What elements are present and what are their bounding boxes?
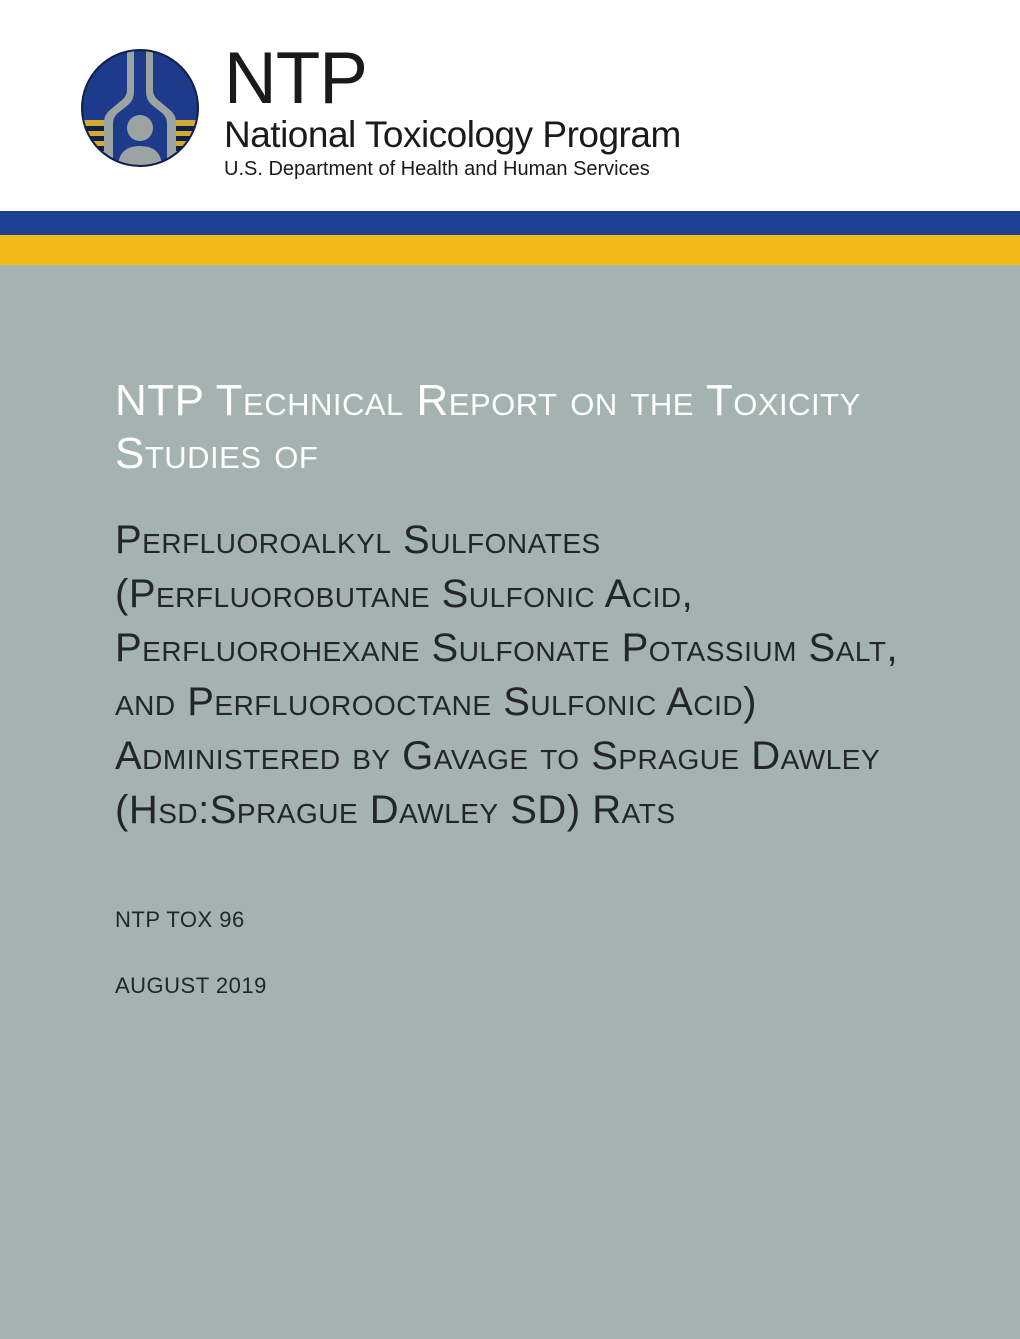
org-department: U.S. Department of Health and Human Serv… [224,158,681,181]
stripe-yellow [0,235,1020,265]
ntp-logo [80,48,200,173]
report-title-subject: Perfluoroalkyl Sulfonates (Perfluorobuta… [115,513,925,837]
header-section: NTP National Toxicology Program U.S. Dep… [0,0,1020,211]
header-text-block: NTP National Toxicology Program U.S. Dep… [224,48,681,181]
content-section: NTP Technical Report on the Toxicity Stu… [0,265,1020,1339]
report-title-heading: NTP Technical Report on the Toxicity Stu… [115,375,925,481]
report-id: NTP TOX 96 [115,907,925,933]
org-acronym: NTP [224,48,681,110]
stripe-blue [0,211,1020,235]
org-name: National Toxicology Program [224,114,681,156]
report-date: AUGUST 2019 [115,973,925,999]
